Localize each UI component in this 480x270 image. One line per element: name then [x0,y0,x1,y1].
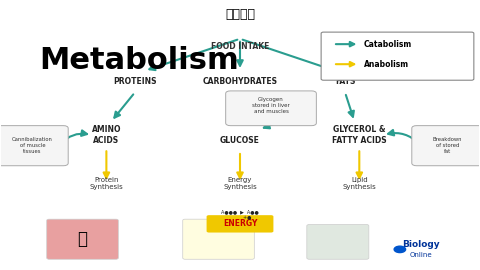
Text: FOOD INTAKE: FOOD INTAKE [211,42,269,51]
Text: Energy
Synthesis: Energy Synthesis [223,177,257,190]
FancyBboxPatch shape [307,225,369,259]
Text: AMINO
ACIDS: AMINO ACIDS [92,125,121,145]
Text: Online: Online [410,252,432,258]
FancyBboxPatch shape [183,219,254,259]
FancyBboxPatch shape [206,215,274,232]
Text: Metabolism: Metabolism [39,46,240,75]
FancyBboxPatch shape [226,91,316,126]
Text: PROTEINS: PROTEINS [113,77,157,86]
Text: CARBOHYDRATES: CARBOHYDRATES [203,77,277,86]
Text: FATS: FATS [335,77,355,86]
FancyBboxPatch shape [0,126,68,166]
Text: Breakdown
of stored
fat: Breakdown of stored fat [433,137,462,154]
Circle shape [394,246,406,252]
Text: Anabolism: Anabolism [364,60,409,69]
FancyBboxPatch shape [321,32,474,80]
Text: Biology: Biology [403,240,440,249]
Text: GLUCOSE: GLUCOSE [220,136,260,145]
FancyBboxPatch shape [412,126,480,166]
Text: 🥩: 🥩 [77,230,87,248]
FancyBboxPatch shape [47,219,118,259]
Text: Protein
Synthesis: Protein Synthesis [89,177,123,190]
Text: Cannibalization
of muscle
tissues: Cannibalization of muscle tissues [12,137,53,154]
Text: ENERGY: ENERGY [223,219,257,228]
Text: A●●●  ▶  A●●
          +●: A●●● ▶ A●● +● [221,209,259,220]
Text: GLYCEROL &
FATTY ACIDS: GLYCEROL & FATTY ACIDS [332,125,386,145]
Text: Glycogen
stored in liver
and muscles: Glycogen stored in liver and muscles [252,97,290,114]
Text: 🍗🥗🍺🍞: 🍗🥗🍺🍞 [225,8,255,21]
Text: Catabolism: Catabolism [364,40,412,49]
Text: Lipid
Synthesis: Lipid Synthesis [342,177,376,190]
